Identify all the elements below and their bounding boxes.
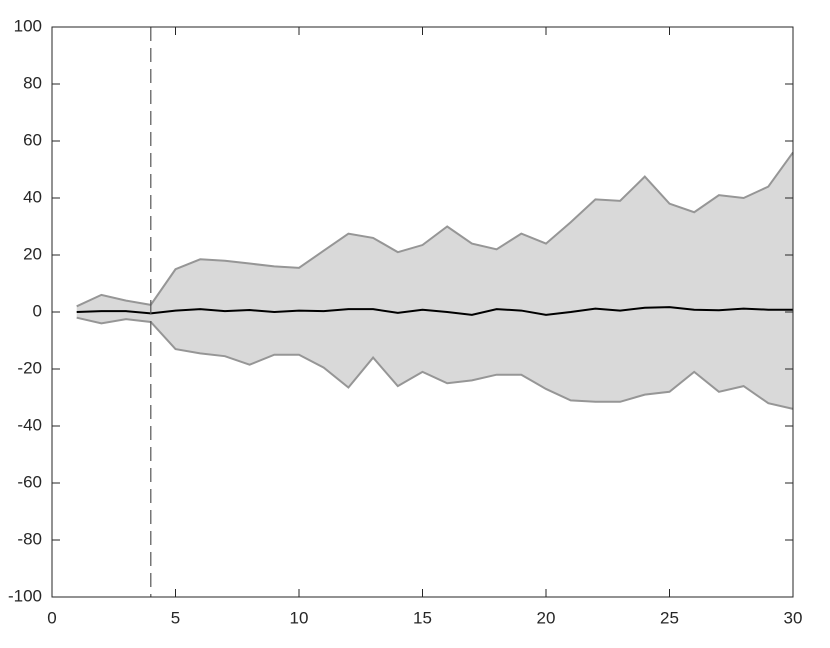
y-tick-label: 80 [23,73,42,92]
y-tick-label: 0 [33,301,42,320]
x-tick-label: 0 [47,608,56,627]
y-tick-label: 40 [23,187,42,206]
y-tick-label: -40 [17,415,42,434]
x-tick-label: 15 [413,608,432,627]
y-tick-label: -60 [17,472,42,491]
median-line [76,306,793,316]
x-tick-label: 5 [171,608,180,627]
y-tick-label: 100 [14,16,42,35]
y-tick-label: -100 [8,586,42,605]
band-upper-edge [76,151,794,308]
band-lower-edge [76,316,794,410]
x-tick-label: 25 [660,608,679,627]
y-tick-label: 20 [23,244,42,263]
x-tick-label: 30 [784,608,803,627]
band-area [76,152,793,409]
x-tick-label: 10 [290,608,309,627]
y-tick-label: -80 [17,529,42,548]
y-tick-label: 60 [23,130,42,149]
x-tick-label: 20 [537,608,556,627]
y-tick-label: -20 [17,358,42,377]
